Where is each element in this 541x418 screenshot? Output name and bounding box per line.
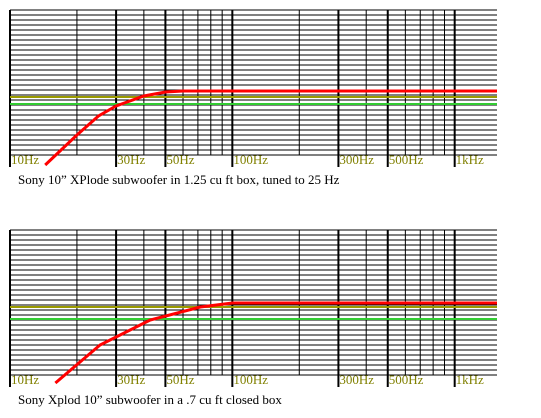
x-tick-label: 1kHz [456, 372, 484, 387]
x-tick-label: 500Hz [389, 372, 424, 387]
data-line [44, 89, 497, 167]
x-tick-label: 10Hz [11, 152, 39, 167]
x-tick-label: 100Hz [233, 152, 268, 167]
x-tick-label: 50Hz [166, 372, 194, 387]
x-tick-label: 300Hz [339, 152, 374, 167]
x-tick-label: 1kHz [456, 152, 484, 167]
x-tick-label: 300Hz [339, 372, 374, 387]
x-tick-label: 500Hz [389, 152, 424, 167]
x-tick-label: 100Hz [233, 372, 268, 387]
data-line [54, 301, 497, 385]
x-tick-label: 30Hz [117, 152, 145, 167]
x-tick-label: 50Hz [166, 152, 194, 167]
chart-caption: Sony 10” XPlode subwoofer in 1.25 cu ft … [18, 172, 340, 187]
chart-caption: Sony Xplod 10” subwoofer in a .7 cu ft c… [18, 392, 282, 407]
x-tick-label: 10Hz [11, 372, 39, 387]
x-tick-label: 30Hz [117, 372, 145, 387]
